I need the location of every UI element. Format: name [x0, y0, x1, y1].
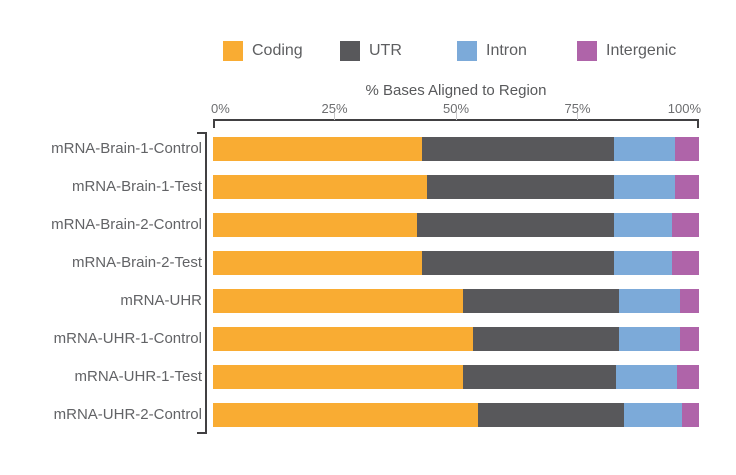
bar-segment-utr	[463, 365, 617, 389]
x-tick-label: 100%	[667, 101, 701, 116]
stacked-bar	[213, 137, 699, 161]
bar-segment-coding	[213, 365, 464, 389]
bar-segment-intergenic	[674, 137, 699, 161]
stacked-bar	[213, 403, 699, 427]
bar-segment-intergenic	[677, 365, 699, 389]
axis-tick-mark	[577, 112, 578, 120]
bar-segment-utr	[421, 137, 614, 161]
row-label: mRNA-UHR-1-Control	[53, 330, 202, 347]
bar-segment-intron	[616, 365, 678, 389]
bar-segment-utr	[426, 175, 614, 199]
axis-end-tick	[697, 119, 699, 128]
legend-swatch-utr	[340, 41, 360, 61]
axis-title: % Bases Aligned to Region	[365, 82, 547, 99]
x-tick-label: 25%	[321, 101, 348, 116]
bar-segment-coding	[213, 327, 473, 351]
legend-item-coding: Coding	[223, 41, 303, 61]
stacked-bar	[213, 213, 699, 237]
row-group-bracket	[197, 132, 207, 434]
bar-segment-coding	[213, 175, 427, 199]
legend-label: Intergenic	[606, 42, 677, 59]
bar-segment-intron	[613, 175, 675, 199]
stacked-bar	[213, 251, 699, 275]
stacked-bar	[213, 327, 699, 351]
legend-label: Intron	[486, 42, 527, 59]
axis-line	[213, 119, 699, 121]
x-tick-label: 0%	[211, 101, 230, 116]
bar-segment-utr	[473, 327, 619, 351]
bar-segment-intergenic	[672, 213, 699, 237]
stacked-bar	[213, 289, 699, 313]
bar-segment-intergenic	[679, 327, 699, 351]
axis-tick-mark	[334, 112, 335, 120]
bar-segment-utr	[421, 251, 614, 275]
bar-segment-coding	[213, 213, 418, 237]
row-label: mRNA-Brain-1-Control	[51, 140, 202, 157]
x-tick-label: 75%	[564, 101, 591, 116]
legend-swatch-coding	[223, 41, 243, 61]
bar-segment-intron	[613, 137, 675, 161]
bar-segment-coding	[213, 289, 464, 313]
bar-segment-intron	[618, 327, 680, 351]
legend-item-utr: UTR	[340, 41, 402, 61]
bar-segment-intergenic	[679, 289, 699, 313]
row-label: mRNA-Brain-2-Test	[71, 254, 202, 271]
bar-segment-intergenic	[674, 175, 699, 199]
stacked-bar	[213, 175, 699, 199]
bar-segment-utr	[463, 289, 619, 313]
bar-segment-coding	[213, 137, 422, 161]
legend-item-intergenic: Intergenic	[577, 41, 676, 61]
axis-tick-mark	[455, 112, 457, 120]
bar-segment-intron	[613, 251, 673, 275]
legend-label: UTR	[369, 42, 402, 59]
x-tick-label: 50%	[442, 101, 470, 116]
row-label: mRNA-Brain-1-Test	[71, 178, 202, 195]
bar-segment-intron	[618, 289, 680, 313]
legend-swatch-intergenic	[577, 41, 597, 61]
legend-label: Coding	[252, 42, 303, 59]
row-label: mRNA-UHR-2-Control	[53, 406, 202, 423]
bar-segment-intergenic	[681, 403, 699, 427]
row-label: mRNA-UHR-1-Test	[74, 368, 203, 385]
bar-segment-intron	[613, 213, 673, 237]
axis-end-tick	[213, 119, 215, 128]
bar-segment-intron	[623, 403, 682, 427]
bar-segment-coding	[213, 403, 478, 427]
legend-item-intron: Intron	[457, 41, 527, 61]
legend-swatch-intron	[457, 41, 477, 61]
row-label: mRNA-Brain-2-Control	[51, 216, 202, 233]
stacked-bar	[213, 365, 699, 389]
bar-segment-utr	[417, 213, 614, 237]
bar-segment-intergenic	[672, 251, 699, 275]
row-label: mRNA-UHR	[120, 292, 202, 309]
bar-segment-coding	[213, 251, 422, 275]
bar-segment-utr	[477, 403, 624, 427]
